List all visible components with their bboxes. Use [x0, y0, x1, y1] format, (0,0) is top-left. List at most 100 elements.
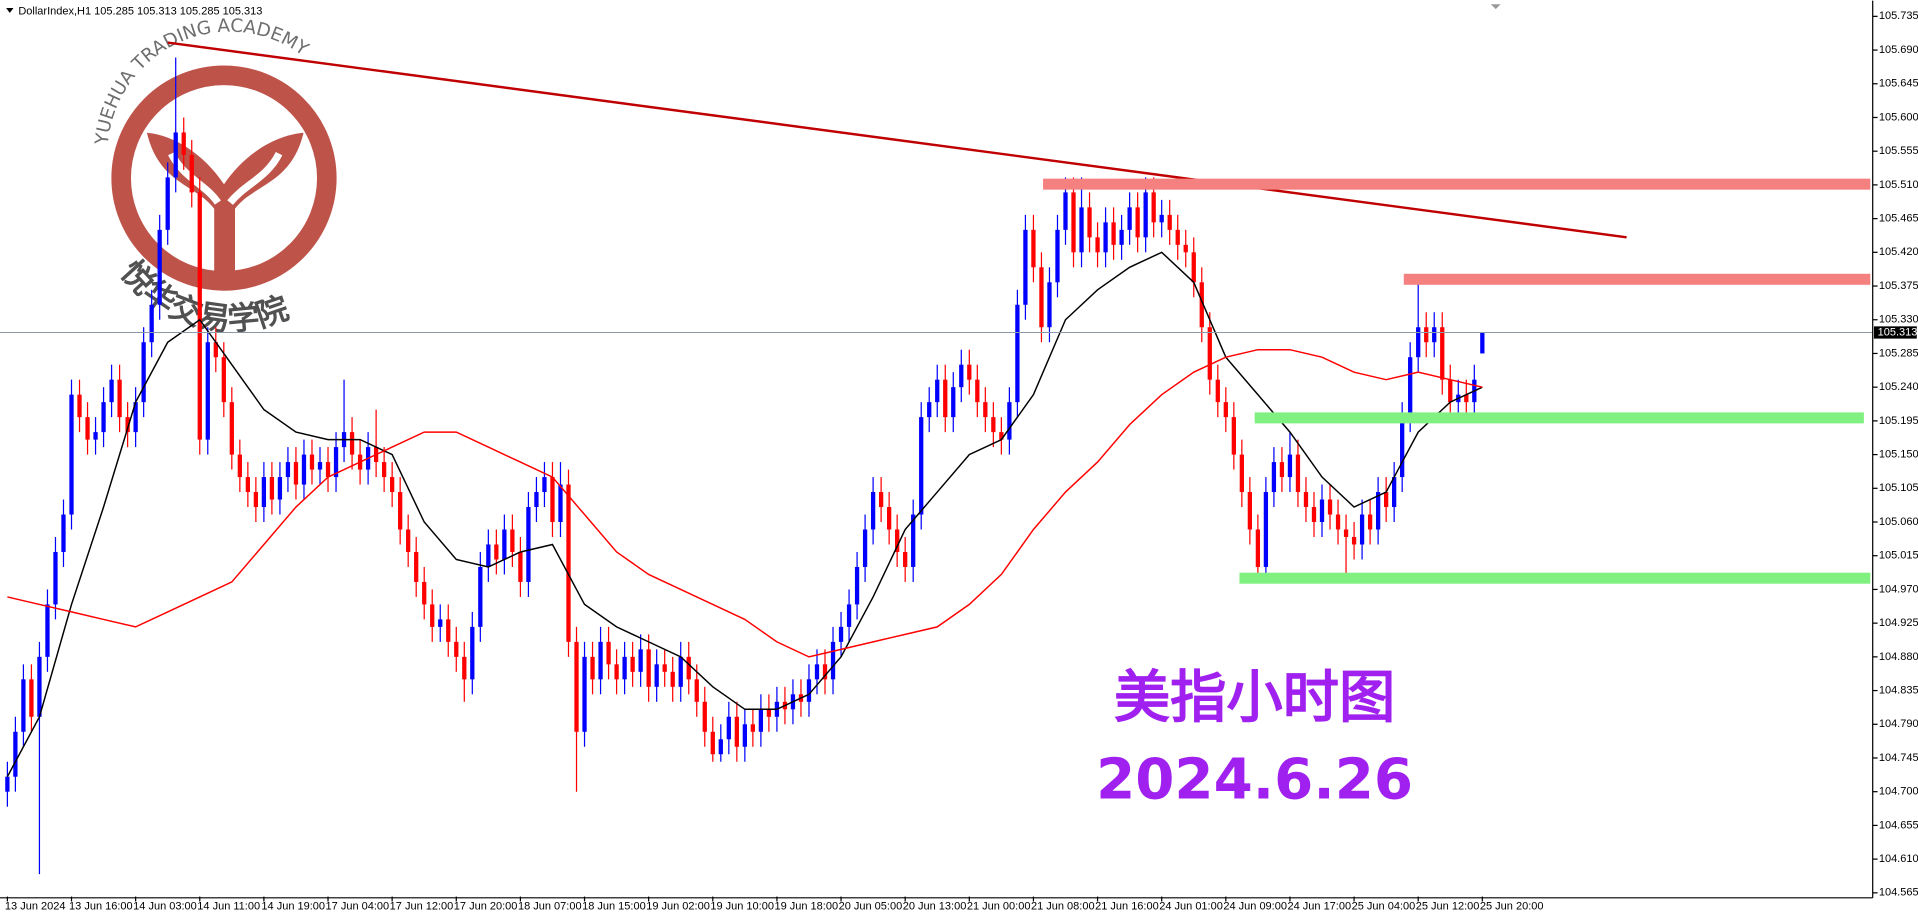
candle-body [1111, 222, 1116, 245]
candle-body [29, 679, 34, 717]
candle-body [622, 656, 627, 680]
y-tick-label: 105.465 [1879, 213, 1918, 225]
candle-body [1375, 492, 1381, 530]
candle-body [1440, 327, 1445, 380]
x-tick-label: 17 Jun 12:00 [390, 900, 454, 912]
candle-body [991, 417, 996, 433]
candle-body [101, 402, 106, 433]
candle-body [430, 604, 435, 627]
candle-body [662, 664, 667, 672]
indicator-line [7, 348, 1483, 658]
candle-body [1207, 327, 1212, 380]
candle-body [486, 544, 491, 567]
candle-body [462, 656, 467, 680]
candle-body [93, 432, 98, 440]
candle-body [5, 776, 10, 792]
candle-body [1223, 402, 1228, 418]
candle-body [1095, 237, 1100, 253]
x-tick-label: 21 Jun 08:00 [1031, 900, 1095, 912]
candle-body [878, 492, 884, 508]
candle-body [237, 454, 242, 478]
candle-body [862, 529, 868, 567]
chart-header: DollarIndex,H1 105.285 105.313 105.285 1… [18, 6, 262, 18]
candle-body [414, 551, 419, 582]
candle-body [189, 154, 194, 193]
candle-body [261, 477, 267, 508]
candle-body [1007, 402, 1012, 440]
candle-body [229, 402, 234, 455]
candle-body [550, 477, 555, 523]
candle-body [814, 664, 820, 680]
candle-body [1175, 229, 1180, 245]
candle-body [478, 566, 483, 627]
candle-body [438, 619, 443, 627]
candle-body [325, 462, 331, 478]
candle-body [1351, 536, 1357, 545]
candle-body [125, 417, 130, 433]
candle-body [678, 656, 683, 687]
x-tick-label: 19 Jun 18:00 [774, 900, 838, 912]
candle-body [1287, 454, 1293, 478]
candle-body [157, 229, 162, 305]
candle-body [181, 132, 186, 155]
candle-body [590, 656, 595, 680]
chart-subtitle: 2024.6.26 [1096, 747, 1413, 812]
candle-body [718, 739, 723, 755]
candle-body [61, 514, 66, 552]
candle-body [694, 679, 699, 702]
candle-body [1103, 222, 1108, 253]
candle-body [1408, 357, 1413, 418]
y-tick-label: 105.645 [1879, 78, 1918, 90]
candle-body [1247, 492, 1253, 530]
candle-body [750, 724, 756, 732]
candle-body [526, 507, 531, 582]
candle-body [534, 492, 539, 508]
candle-body [1215, 379, 1220, 403]
candle-body [1159, 214, 1164, 223]
candle-body [710, 731, 715, 755]
candle-body [630, 656, 635, 672]
candle-body [422, 581, 427, 605]
y-tick-label: 105.150 [1879, 448, 1918, 460]
candle-body [1255, 529, 1261, 567]
x-tick-label: 18 Jun 07:00 [518, 900, 582, 912]
candle-body [381, 462, 387, 478]
y-tick-label: 104.655 [1879, 819, 1918, 831]
x-tick-label: 21 Jun 00:00 [967, 900, 1031, 912]
candle-body [1416, 327, 1421, 358]
lines [6, 41, 1627, 778]
candle-body [903, 551, 908, 567]
x-tick-label: 13 Jun 2024 [5, 900, 66, 912]
x-tick-label: 19 Jun 02:00 [646, 900, 710, 912]
indicator-line [6, 251, 1483, 778]
y-tick-label: 105.690 [1879, 44, 1918, 56]
candle-body [69, 394, 74, 515]
candle-body [886, 507, 892, 530]
candle-body [1047, 282, 1052, 328]
y-tick-label: 104.745 [1879, 752, 1918, 764]
candle-body [582, 656, 587, 732]
candle-body [1480, 332, 1485, 354]
logo-ring [111, 65, 337, 291]
candle-body [213, 342, 218, 358]
candle-body [670, 671, 675, 687]
x-tick-label: 24 Jun 09:00 [1223, 900, 1287, 912]
candle-body [1119, 229, 1124, 245]
candle-body [1015, 304, 1020, 403]
candle-body [37, 656, 42, 717]
current-price-label: 105.313 [1878, 326, 1918, 338]
y-tick-label: 105.285 [1879, 347, 1918, 359]
x-tick-label: 25 Jun 12:00 [1416, 900, 1480, 912]
candle-body [1327, 499, 1333, 515]
x-tick-label: 18 Jun 15:00 [582, 900, 646, 912]
candle-body [309, 454, 315, 470]
candle-body [686, 656, 691, 680]
x-tick-label: 17 Jun 20:00 [454, 900, 518, 912]
candle-body [149, 304, 154, 343]
candle-body [454, 641, 459, 657]
candle-body [726, 716, 731, 740]
y-tick-label: 105.060 [1879, 516, 1918, 528]
candle-body [446, 619, 451, 642]
x-tick-label: 19 Jun 10:00 [710, 900, 774, 912]
